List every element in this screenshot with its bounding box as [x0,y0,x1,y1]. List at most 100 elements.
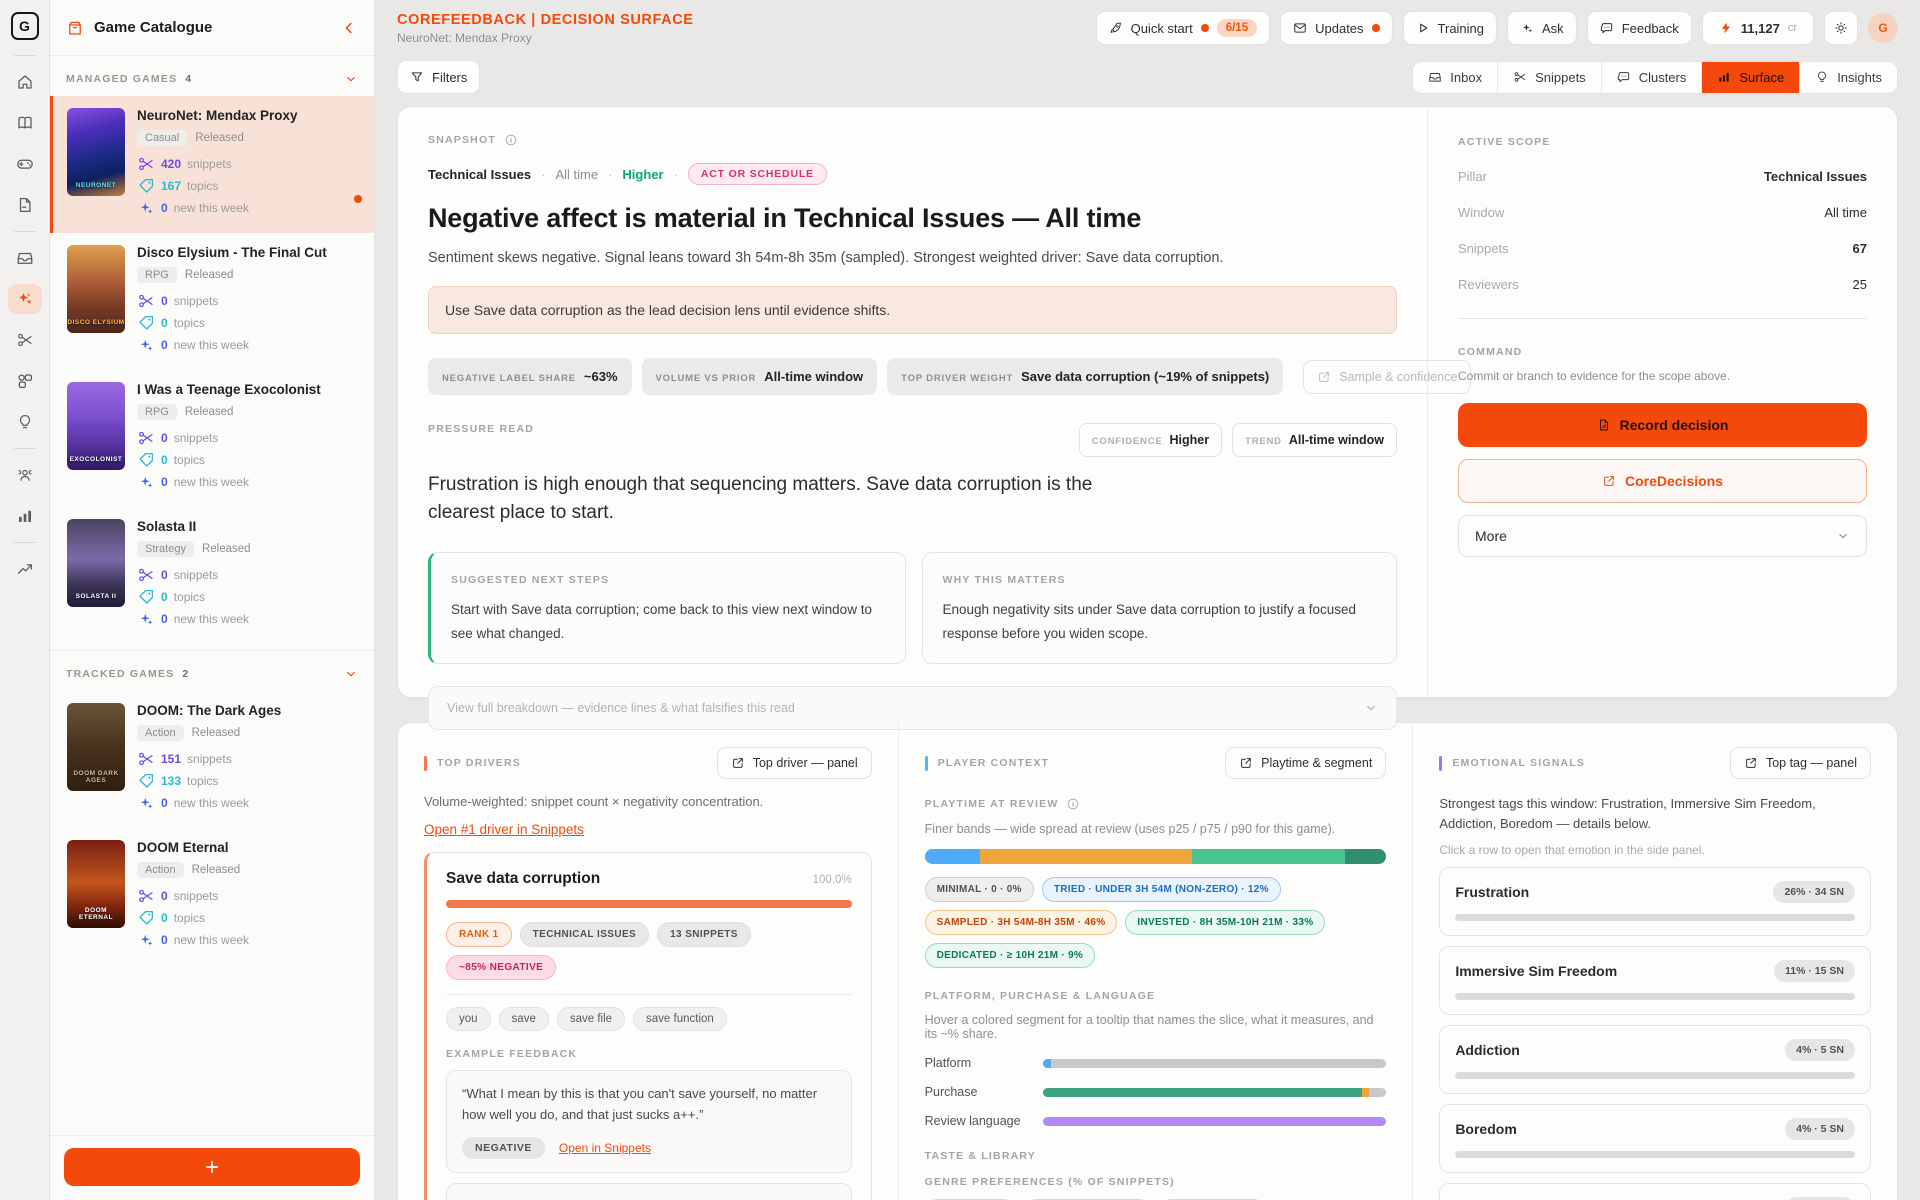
tag-icon [137,772,155,790]
documents-icon[interactable] [8,190,42,220]
analytics-icon[interactable] [8,501,42,531]
band-invested[interactable] [1192,849,1345,864]
bar-chart-icon [1717,70,1731,84]
catalogue-box-icon [66,19,84,37]
top-driver-panel-button[interactable]: Top driver — panel [716,747,872,779]
info-icon[interactable] [504,133,518,147]
new-this-week-stat: 0 new this week [137,931,249,949]
band-chip-sampled[interactable]: SAMPLED · 3H 54M-8H 35M · 46% [924,910,1118,935]
updates-button[interactable]: Updates [1280,11,1393,45]
scope-window-row: Window All time [1458,205,1867,220]
scissors-icon [137,292,155,310]
tab-inbox[interactable]: Inbox [1413,62,1497,93]
games-icon[interactable] [8,149,42,179]
chevron-down-icon[interactable] [344,667,358,681]
chevron-down-icon [1836,529,1850,543]
bar-segment[interactable] [1362,1087,1370,1097]
game-item-exocolonist[interactable]: EXOCOLONIST I Was a Teenage Exocolonist … [50,370,374,507]
bar-segment[interactable] [1042,1087,1363,1097]
tab-snippets[interactable]: Snippets [1497,61,1601,93]
clusters-shapes-icon[interactable] [8,366,42,396]
game-item-doom-dark-ages[interactable]: DOOM DARK AGES DOOM: The Dark Ages Actio… [50,691,374,828]
playtime-band-bar[interactable] [924,849,1387,864]
tracked-games-header[interactable]: TRACKED GAMES 2 [50,650,374,691]
emotions-description: Strongest tags this window: Frustration,… [1439,796,1816,832]
keyword-chip[interactable]: save [498,1007,549,1031]
bar-segment[interactable] [1042,1116,1387,1126]
window-crumb[interactable]: All time [555,166,599,182]
playtime-segment-button[interactable]: Playtime & segment [1225,747,1387,779]
record-decision-button[interactable]: Record decision [1458,403,1867,447]
genre-tag: Casual [137,130,188,146]
band-chip-dedicated[interactable]: DEDICATED · ≥ 10H 21M · 9% [924,943,1096,968]
emotion-row-frustration[interactable]: Frustration 26% · 34 SN [1439,867,1871,937]
tab-clusters[interactable]: Clusters [1600,61,1702,93]
feedback-button[interactable]: Feedback [1586,11,1692,45]
home-icon[interactable] [8,67,42,97]
bar-segment[interactable] [1042,1058,1052,1068]
game-name: DOOM: The Dark Ages [137,703,282,718]
snapshot-main: SNAPSHOT Technical Issues · All time · H… [398,107,1472,731]
quick-start-button[interactable]: Quick start 6/15 [1095,11,1271,45]
band-tried[interactable] [924,849,981,864]
more-dropdown[interactable]: More [1458,515,1867,557]
community-icon[interactable] [8,460,42,490]
tab-surface[interactable]: Surface [1701,61,1800,93]
active-scope-panel: ACTIVE SCOPE Pillar Technical Issues Win… [1427,107,1897,697]
view-full-breakdown-expander[interactable]: View full breakdown — evidence lines & w… [428,686,1397,731]
platform-bar[interactable] [1042,1058,1387,1068]
scope-reviewers-row: Reviewers 25 [1458,277,1867,292]
emotion-row-addiction[interactable]: Addiction 4% · 5 SN [1439,1025,1871,1095]
game-item-doom-eternal[interactable]: DOOM ETERNAL DOOM Eternal Action Release… [50,828,374,965]
band-chip-tried[interactable]: TRIED · UNDER 3H 54M (NON-ZERO) · 12% [1041,877,1281,902]
game-item-neuronet[interactable]: NEURONET NeuroNet: Mendax Proxy Casual R… [50,96,374,233]
purchase-bar[interactable] [1042,1087,1387,1097]
top-tag-panel-button[interactable]: Top tag — panel [1729,747,1871,779]
info-icon[interactable] [1066,797,1080,811]
chevron-down-icon[interactable] [344,72,358,86]
why-matters-text: Enough negativity sits under Save data c… [942,602,1357,641]
inbox-tray-icon[interactable] [8,243,42,273]
open-top-driver-link[interactable]: Open #1 driver in Snippets [424,822,584,837]
feedback-quote-card: “The issue begin when you play it for a … [446,1182,852,1200]
theme-toggle-button[interactable] [1824,11,1858,45]
app-logo[interactable]: G [10,12,39,40]
emotion-row-boredom[interactable]: Boredom 4% · 5 SN [1439,1104,1871,1174]
playtime-note: Finer bands — wide spread at review (use… [924,822,1336,836]
topics-stat: 133 topics [137,772,281,790]
ask-button[interactable]: Ask [1507,11,1577,45]
scissors-icon [137,750,155,768]
insights-bulb-icon[interactable] [8,407,42,437]
emotion-row-guilt[interactable]: Guilt 4% · 5 SN [1439,1183,1871,1200]
training-button[interactable]: Training [1402,11,1498,45]
review-language-bar[interactable] [1042,1116,1387,1126]
collapse-sidebar-icon[interactable] [340,19,358,37]
library-icon[interactable] [8,108,42,138]
trends-icon[interactable] [8,554,42,584]
driver-card[interactable]: Save data corruption 100.0% RANK 1 TECHN… [424,852,872,1200]
open-in-snippets-link[interactable]: Open in Snippets [558,1140,651,1155]
keyword-chip[interactable]: you [446,1007,491,1031]
tab-insights[interactable]: Insights [1799,61,1897,93]
emotion-row-immersive-sim-freedom[interactable]: Immersive Sim Freedom 11% · 15 SN [1439,946,1871,1016]
snippets-stat: 0 snippets [137,429,321,447]
coredecisions-button[interactable]: CoreDecisions [1458,459,1867,503]
band-dedicated[interactable] [1344,849,1387,864]
game-item-disco-elysium[interactable]: DISCO ELYSIUM Disco Elysium - The Final … [50,233,374,370]
add-game-button[interactable] [64,1148,360,1186]
filters-button[interactable]: Filters [397,60,481,94]
rail-divider [13,55,36,56]
snippets-scissors-icon[interactable] [8,325,42,355]
keyword-chip[interactable]: save file [556,1007,626,1031]
decision-surface-icon[interactable] [7,284,42,314]
band-chip-minimal[interactable]: MINIMAL · 0 · 0% [924,877,1034,902]
band-chip-invested[interactable]: INVESTED · 8H 35M-10H 21M · 33% [1125,910,1326,935]
pillar-crumb[interactable]: Technical Issues [428,166,532,182]
pressure-read-text: Frustration is high enough that sequenci… [428,474,1093,523]
band-sampled[interactable] [980,849,1193,864]
credits-balance[interactable]: 11,127 cr [1701,11,1814,45]
managed-games-header[interactable]: MANAGED GAMES 4 [50,56,374,96]
game-item-solasta-ii[interactable]: SOLASTA II Solasta II Strategy Released … [50,507,374,644]
user-avatar[interactable]: G [1868,13,1898,43]
keyword-chip[interactable]: save function [633,1007,727,1031]
